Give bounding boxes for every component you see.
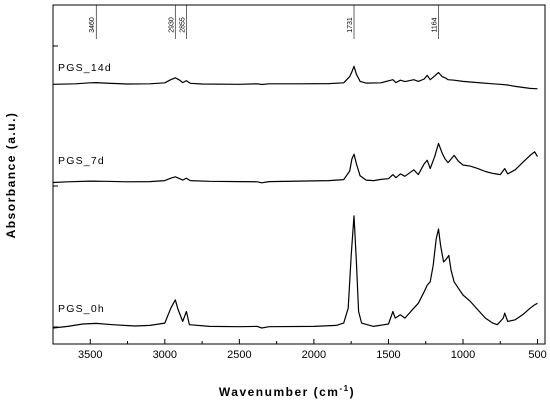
x-tick-label: 1500 bbox=[376, 349, 400, 361]
x-axis: 3500 3000 2500 2000 1500 1000 500 bbox=[52, 339, 547, 361]
series-label: PGS_14d bbox=[58, 62, 112, 74]
spectra bbox=[52, 65, 539, 329]
y-axis bbox=[53, 45, 58, 328]
series-line-pgs-14d bbox=[52, 65, 538, 90]
x-tick-label: 3500 bbox=[78, 349, 102, 361]
peak-marker-label: 2930 bbox=[168, 17, 175, 33]
peak-marker-label: 2855 bbox=[179, 17, 186, 33]
x-axis-title: Wavenumber (cm-1) bbox=[219, 384, 355, 399]
x-tick-label: 2500 bbox=[227, 349, 251, 361]
plot-frame bbox=[52, 4, 546, 345]
peak-marker-label: 1164 bbox=[432, 17, 439, 32]
series-line-pgs-0h bbox=[52, 215, 538, 329]
peak-marker-label: 1731 bbox=[347, 17, 354, 33]
x-tick-label: 1000 bbox=[451, 349, 475, 361]
x-tick-label: 3000 bbox=[153, 349, 177, 361]
x-tick-label: 500 bbox=[528, 349, 546, 361]
series-labels: PGS_14d PGS_7d PGS_0h bbox=[58, 62, 112, 315]
series-label: PGS_7d bbox=[58, 155, 105, 167]
y-axis-title: Absorbance (a.u.) bbox=[4, 112, 18, 239]
series-label: PGS_0h bbox=[58, 303, 105, 315]
peak-marker-label: 3460 bbox=[89, 17, 96, 33]
series-line-pgs-7d bbox=[52, 142, 539, 184]
peak-markers: 3460 2930 2855 1731 1164 bbox=[89, 5, 439, 39]
x-tick-label: 2000 bbox=[302, 349, 326, 361]
